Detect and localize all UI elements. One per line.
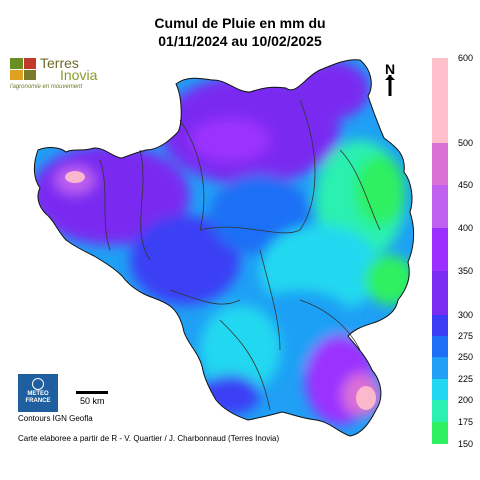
legend-swatch — [432, 379, 448, 400]
legend-label: 500 — [458, 138, 474, 148]
legend-swatch — [432, 422, 448, 444]
legend-swatch — [432, 58, 448, 143]
north-arrow-icon: N — [385, 61, 395, 96]
legend-label: 275 — [458, 331, 474, 341]
legend-label: 200 — [458, 395, 474, 405]
legend-swatch — [432, 400, 448, 422]
department-boundaries — [99, 99, 381, 411]
legend-swatch — [432, 185, 448, 228]
meteo-france-symbol-icon — [32, 378, 44, 390]
north-arrow-label: N — [385, 61, 395, 77]
meteo-france-logo-icon: METEO FRANCE — [18, 374, 58, 412]
legend-label: 450 — [458, 180, 474, 190]
map-title: Cumul de Pluie en mm du 01/11/2024 au 10… — [100, 14, 380, 50]
legend-label: 175 — [458, 417, 474, 427]
legend-label: 600 — [458, 53, 474, 63]
legend-label: 250 — [458, 352, 474, 362]
map-title-line1: Cumul de Pluie en mm du — [154, 15, 326, 31]
legend-swatch — [432, 228, 448, 271]
legend-label: 400 — [458, 223, 474, 233]
terres-inovia-logo: Terres Inovia l'agronomie en mouvement — [10, 55, 110, 95]
color-legend — [432, 58, 448, 444]
contours-source: Contours IGN Geofla — [18, 414, 93, 423]
legend-swatch — [432, 357, 448, 379]
terres-inovia-mark-icon — [10, 58, 36, 80]
meteo-line1: METEO — [27, 391, 49, 397]
legend-swatch — [432, 336, 448, 357]
meteo-line2: FRANCE — [25, 398, 51, 404]
region-outline — [33, 59, 415, 437]
legend-swatch — [432, 271, 448, 315]
scale-label: 50 km — [80, 396, 105, 406]
credit-text: Carte elaboree a partir de R - V. Quarti… — [18, 434, 280, 443]
legend-swatch — [432, 315, 448, 336]
legend-label: 225 — [458, 374, 474, 384]
map-title-line2: 01/11/2024 au 10/02/2025 — [158, 33, 322, 49]
logo-name-part1: Terres — [40, 55, 79, 71]
logo-tagline: l'agronomie en mouvement — [10, 84, 83, 90]
scale-bar — [76, 391, 108, 394]
legend-swatch — [432, 143, 448, 185]
legend-label: 150 — [458, 439, 474, 449]
logo-name-part2: Inovia — [60, 67, 98, 83]
legend-label: 350 — [458, 266, 474, 276]
legend-label: 300 — [458, 310, 474, 320]
